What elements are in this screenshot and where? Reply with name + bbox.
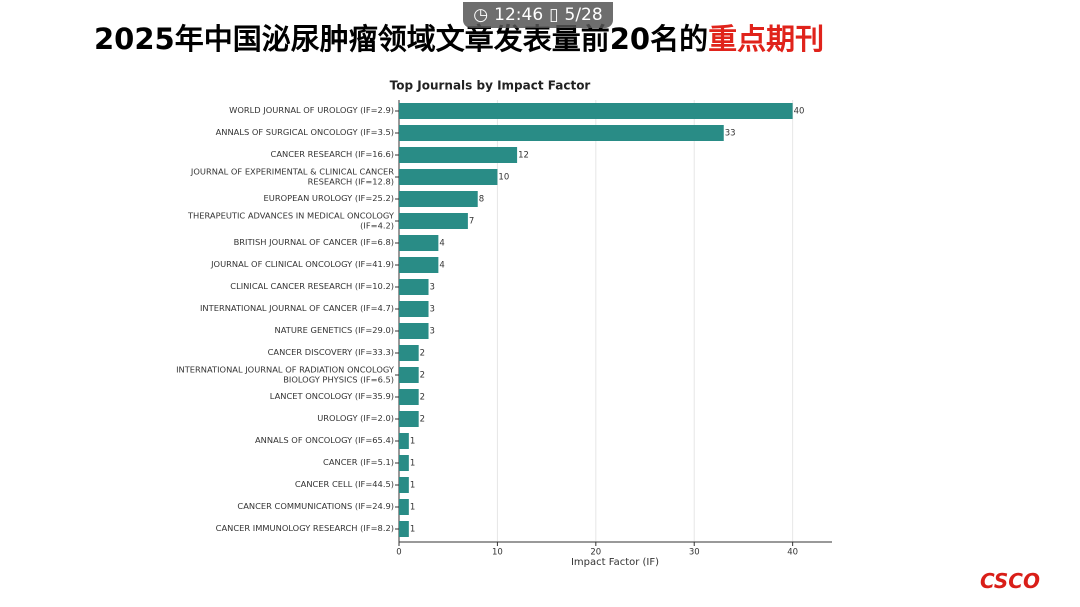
x-tick-label: 30 <box>689 548 700 558</box>
x-tick-label: 40 <box>787 548 798 558</box>
value-label: 1 <box>410 503 415 513</box>
value-label: 2 <box>420 371 425 381</box>
bar <box>399 455 409 471</box>
y-tick-label: UROLOGY (IF=2.0) <box>317 413 394 424</box>
y-tick-label: INTERNATIONAL JOURNAL OF RADIATION ONCOL… <box>176 364 394 384</box>
x-tick-label: 20 <box>590 548 601 558</box>
y-tick-label: BRITISH JOURNAL OF CANCER (IF=6.8) <box>233 237 394 248</box>
value-label: 40 <box>794 107 805 117</box>
logo: CSCO <box>979 569 1040 593</box>
value-label: 2 <box>420 349 425 359</box>
y-tick-label: CANCER RESEARCH (IF=16.6) <box>270 149 394 160</box>
bar <box>399 499 409 515</box>
x-tick-label: 10 <box>492 548 503 558</box>
chart-title: Top Journals by Impact Factor <box>390 79 591 93</box>
status-overlay: ◷ 12:46 ▯ 5/28 <box>463 2 613 28</box>
bar <box>399 411 419 427</box>
bar <box>399 169 498 185</box>
bar <box>399 213 468 229</box>
y-tick-label: EUROPEAN UROLOGY (IF=25.2) <box>263 193 394 204</box>
value-label: 1 <box>410 459 415 469</box>
value-label: 2 <box>420 393 425 403</box>
y-tick-label: CANCER IMMUNOLOGY RESEARCH (IF=8.2) <box>215 523 394 534</box>
value-label: 4 <box>439 261 444 271</box>
title-highlight: 重点期刊 <box>708 22 825 56</box>
y-tick-label: NATURE GENETICS (IF=29.0) <box>274 325 394 336</box>
value-label: 10 <box>498 173 509 183</box>
y-tick-label: JOURNAL OF CLINICAL ONCOLOGY (IF=41.9) <box>211 259 394 270</box>
bar <box>399 521 409 537</box>
y-tick-label: CLINICAL CANCER RESEARCH (IF=10.2) <box>230 281 394 292</box>
value-label: 2 <box>420 415 425 425</box>
y-tick-label: CANCER (IF=5.1) <box>323 457 394 468</box>
y-tick-label: ANNALS OF ONCOLOGY (IF=65.4) <box>255 435 394 446</box>
y-tick-label: CANCER COMMUNICATIONS (IF=24.9) <box>237 501 394 512</box>
bar <box>399 147 518 163</box>
bar <box>399 389 419 405</box>
bar <box>399 257 439 273</box>
bar <box>399 235 439 251</box>
title-main: 2025年中国泌尿肿瘤领域文章发表量前20名的 <box>94 22 709 56</box>
page-number: 5/28 <box>564 5 603 25</box>
bar <box>399 279 429 295</box>
y-tick-label: WORLD JOURNAL OF UROLOGY (IF=2.9) <box>229 105 394 116</box>
y-tick-label: ANNALS OF SURGICAL ONCOLOGY (IF=3.5) <box>215 127 394 138</box>
bar <box>399 345 419 361</box>
y-tick-label: INTERNATIONAL JOURNAL OF CANCER (IF=4.7) <box>199 303 394 314</box>
slide-title: 2025年中国泌尿肿瘤领域文章发表量前20名的重点期刊 <box>94 16 824 58</box>
value-label: 3 <box>430 305 435 315</box>
bar <box>399 367 419 383</box>
page-icon: ▯ <box>549 5 559 25</box>
value-label: 8 <box>479 195 484 205</box>
value-label: 12 <box>518 151 529 161</box>
clock-icon: ◷ <box>473 5 489 25</box>
value-label: 1 <box>410 437 415 447</box>
value-label: 7 <box>469 217 474 227</box>
bar <box>399 103 793 119</box>
bar <box>399 323 429 339</box>
value-label: 3 <box>430 327 435 337</box>
y-tick-label: THERAPEUTIC ADVANCES IN MEDICAL ONCOLOGY… <box>187 210 394 230</box>
bar <box>399 477 409 493</box>
bar <box>399 125 724 141</box>
value-label: 33 <box>725 129 736 139</box>
bar <box>399 301 429 317</box>
bar <box>399 191 478 207</box>
y-tick-label: LANCET ONCOLOGY (IF=35.9) <box>269 391 394 402</box>
x-axis-label: Impact Factor (IF) <box>571 557 659 568</box>
y-tick-label: CANCER CELL (IF=44.5) <box>294 479 394 490</box>
value-label: 1 <box>410 525 415 535</box>
y-tick-label: JOURNAL OF EXPERIMENTAL & CLINICAL CANCE… <box>190 166 394 186</box>
bar <box>399 433 409 449</box>
value-label: 3 <box>430 283 435 293</box>
y-tick-label: CANCER DISCOVERY (IF=33.3) <box>267 347 394 358</box>
value-label: 4 <box>439 239 444 249</box>
value-label: 1 <box>410 481 415 491</box>
x-tick-label: 0 <box>396 548 401 558</box>
time: 12:46 <box>494 5 544 25</box>
